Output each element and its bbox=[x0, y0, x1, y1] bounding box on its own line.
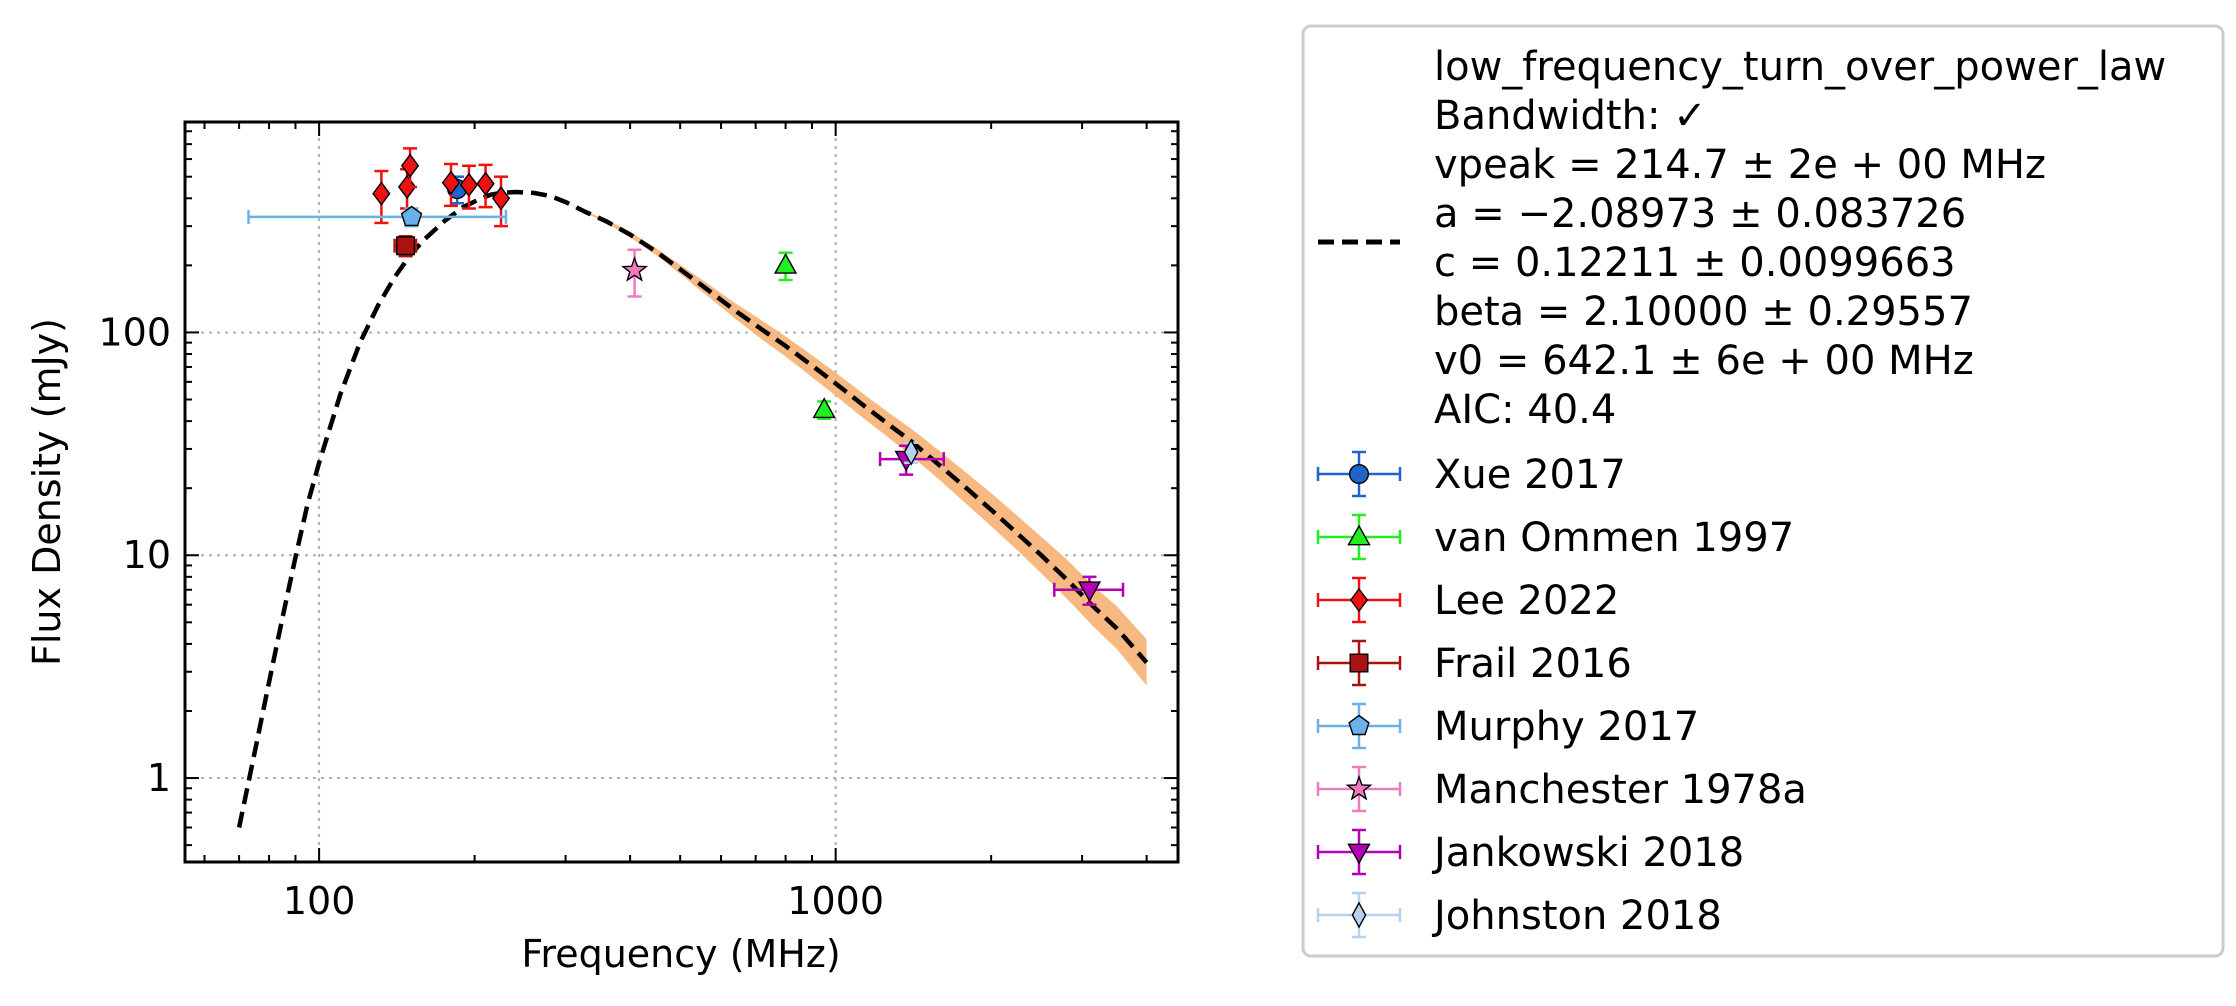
data-points-layer bbox=[247, 147, 1125, 606]
x-tick-label: 100 bbox=[283, 879, 356, 923]
axis-ticks: 100 1000 1 10 100 bbox=[98, 122, 1178, 923]
data-point bbox=[491, 186, 511, 211]
legend-entry: Lee 2022 bbox=[1316, 576, 1619, 624]
legend-label: Lee 2022 bbox=[1434, 578, 1619, 624]
legend-marker bbox=[1349, 587, 1369, 613]
legend-entry: Johnston 2018 bbox=[1316, 891, 1722, 939]
data-point bbox=[459, 172, 479, 197]
data-point bbox=[773, 252, 798, 274]
legend-entry: van Ommen 1997 bbox=[1316, 513, 1794, 561]
legend-marker bbox=[1347, 843, 1371, 865]
series-7 bbox=[903, 438, 919, 466]
data-point bbox=[621, 256, 649, 282]
series-2 bbox=[372, 147, 511, 228]
data-point bbox=[396, 236, 416, 256]
legend-marker bbox=[1348, 463, 1370, 485]
legend-fit-text-line: Bandwidth: ✓ bbox=[1434, 93, 1707, 139]
series-4 bbox=[247, 205, 508, 228]
legend-label: Murphy 2017 bbox=[1434, 704, 1699, 750]
legend-marker bbox=[1347, 524, 1371, 546]
y-tick-label: 10 bbox=[123, 533, 171, 577]
fit-uncertainty-band bbox=[239, 192, 1147, 828]
legend-fit-text-line: c = 0.12211 ± 0.0099663 bbox=[1434, 240, 1956, 286]
y-axis-label: Flux Density (mJy) bbox=[25, 318, 69, 666]
legend-label: Frail 2016 bbox=[1434, 641, 1632, 687]
data-point bbox=[903, 438, 919, 466]
fit-line-layer bbox=[236, 189, 1149, 828]
legend-marker bbox=[1351, 901, 1367, 929]
series-3 bbox=[393, 235, 418, 258]
legend-box bbox=[1301, 24, 2225, 958]
legend-entry: Xue 2017 bbox=[1316, 450, 1626, 498]
legend-entry: Murphy 2017 bbox=[1316, 702, 1699, 750]
data-point bbox=[476, 171, 495, 196]
legend: low_frequency_turn_over_power_lawBandwid… bbox=[1301, 24, 2225, 958]
legend-fit-text-line: vpeak = 214.7 ± 2e + 00 MHz bbox=[1434, 142, 2046, 188]
legend-marker bbox=[1348, 714, 1370, 736]
legend-marker bbox=[1349, 653, 1369, 673]
legend-fit-text-line: low_frequency_turn_over_power_law bbox=[1434, 44, 2166, 90]
grid bbox=[185, 122, 1178, 862]
legend-fit-text-line: v0 = 642.1 ± 6e + 00 MHz bbox=[1434, 338, 1974, 384]
legend-label: Xue 2017 bbox=[1434, 452, 1626, 498]
data-point bbox=[1077, 581, 1102, 603]
data-point bbox=[400, 205, 423, 227]
fit-band-layer bbox=[239, 192, 1147, 828]
x-tick-label: 1000 bbox=[787, 879, 884, 923]
legend-marker bbox=[1345, 774, 1373, 801]
legend-entry: Frail 2016 bbox=[1316, 639, 1632, 687]
legend-label: Jankowski 2018 bbox=[1431, 830, 1744, 876]
data-point bbox=[400, 153, 420, 178]
legend-fit-text-line: a = −2.08973 ± 0.083726 bbox=[1434, 191, 1966, 237]
legend-label: Johnston 2018 bbox=[1431, 893, 1722, 939]
legend-label: Manchester 1978a bbox=[1434, 767, 1807, 813]
legend-entry: Jankowski 2018 bbox=[1316, 828, 1744, 876]
y-tick-label: 100 bbox=[98, 310, 171, 354]
plot-frame bbox=[183, 120, 1180, 864]
series-5 bbox=[621, 248, 649, 298]
data-point bbox=[441, 170, 461, 195]
legend-fit-text-line: beta = 2.10000 ± 0.29557 bbox=[1434, 289, 1973, 335]
x-axis-label: Frequency (MHz) bbox=[521, 932, 840, 976]
data-point bbox=[812, 397, 836, 419]
series-1 bbox=[773, 251, 836, 420]
y-tick-label: 1 bbox=[147, 756, 171, 800]
legend-label: van Ommen 1997 bbox=[1434, 515, 1794, 561]
legend-entry: Manchester 1978a bbox=[1316, 765, 1807, 813]
fit-line bbox=[236, 189, 1149, 828]
data-point bbox=[372, 181, 391, 206]
legend-fit-text-line: AIC: 40.4 bbox=[1434, 387, 1616, 433]
